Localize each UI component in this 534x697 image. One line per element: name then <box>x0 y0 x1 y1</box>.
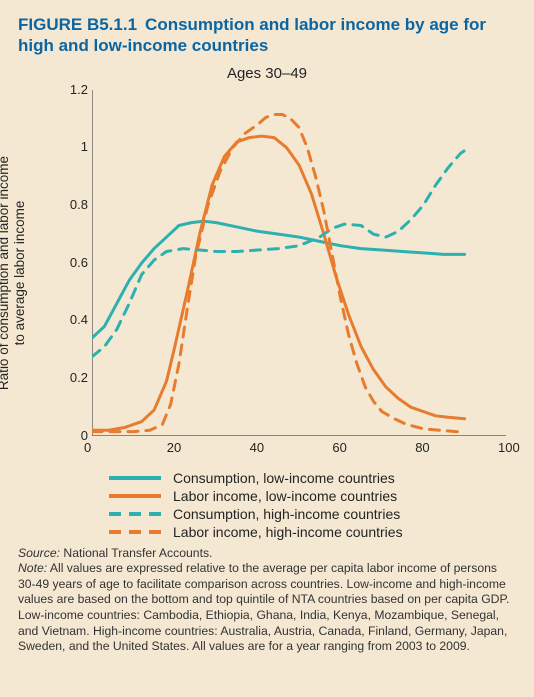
x-tick: 60 <box>332 440 346 455</box>
x-tick: 80 <box>415 440 429 455</box>
x-tick: 40 <box>250 440 264 455</box>
legend-label: Consumption, low-income countries <box>173 470 395 486</box>
series-labor_high <box>92 114 465 431</box>
y-tick: 0.2 <box>70 370 88 385</box>
source-label: Source: <box>18 546 60 560</box>
figure-title: FIGURE B5.1.1Consumption and labor incom… <box>18 14 516 57</box>
chart-svg <box>92 90 506 436</box>
legend-item-labor_low: Labor income, low-income countries <box>107 488 427 504</box>
y-tick: 1.2 <box>70 82 88 97</box>
source-text-val: National Transfer Accounts. <box>63 546 212 560</box>
y-tick: 1 <box>81 139 88 154</box>
y-tick: 0.8 <box>70 197 88 212</box>
legend-item-labor_high: Labor income, high-income countries <box>107 524 427 540</box>
y-axis-label: Ratio of consumption and labor income to… <box>0 155 28 389</box>
figure-number: FIGURE B5.1.1 <box>18 15 137 34</box>
legend-item-cons_high: Consumption, high-income countries <box>107 506 427 522</box>
x-tick: 0 <box>84 440 91 455</box>
x-tick-labels: 020406080100 <box>92 440 506 458</box>
chart-area: Ratio of consumption and labor income to… <box>18 84 516 462</box>
source-line: Source: National Transfer Accounts. <box>18 546 516 562</box>
y-tick: 0.6 <box>70 255 88 270</box>
legend-label: Labor income, high-income countries <box>173 524 403 540</box>
figure-notes: Source: National Transfer Accounts. Note… <box>18 546 516 655</box>
figure-subtitle: Ages 30–49 <box>18 65 516 82</box>
note-label: Note: <box>18 561 47 575</box>
y-tick: 0.4 <box>70 312 88 327</box>
chart-plot <box>92 90 506 436</box>
x-tick: 100 <box>498 440 520 455</box>
series-cons_low <box>92 221 465 338</box>
legend-label: Consumption, high-income countries <box>173 506 400 522</box>
legend: Consumption, low-income countries Labor i… <box>107 470 427 540</box>
note-text: All values are expressed relative to the… <box>18 561 509 653</box>
note-line: Note: All values are expressed relative … <box>18 561 516 655</box>
y-tick-labels: 00.20.40.60.811.2 <box>62 90 88 436</box>
legend-item-cons_low: Consumption, low-income countries <box>107 470 427 486</box>
series-labor_low <box>92 136 465 430</box>
legend-label: Labor income, low-income countries <box>173 488 397 504</box>
figure-panel: FIGURE B5.1.1Consumption and labor incom… <box>0 0 534 697</box>
x-tick: 20 <box>167 440 181 455</box>
